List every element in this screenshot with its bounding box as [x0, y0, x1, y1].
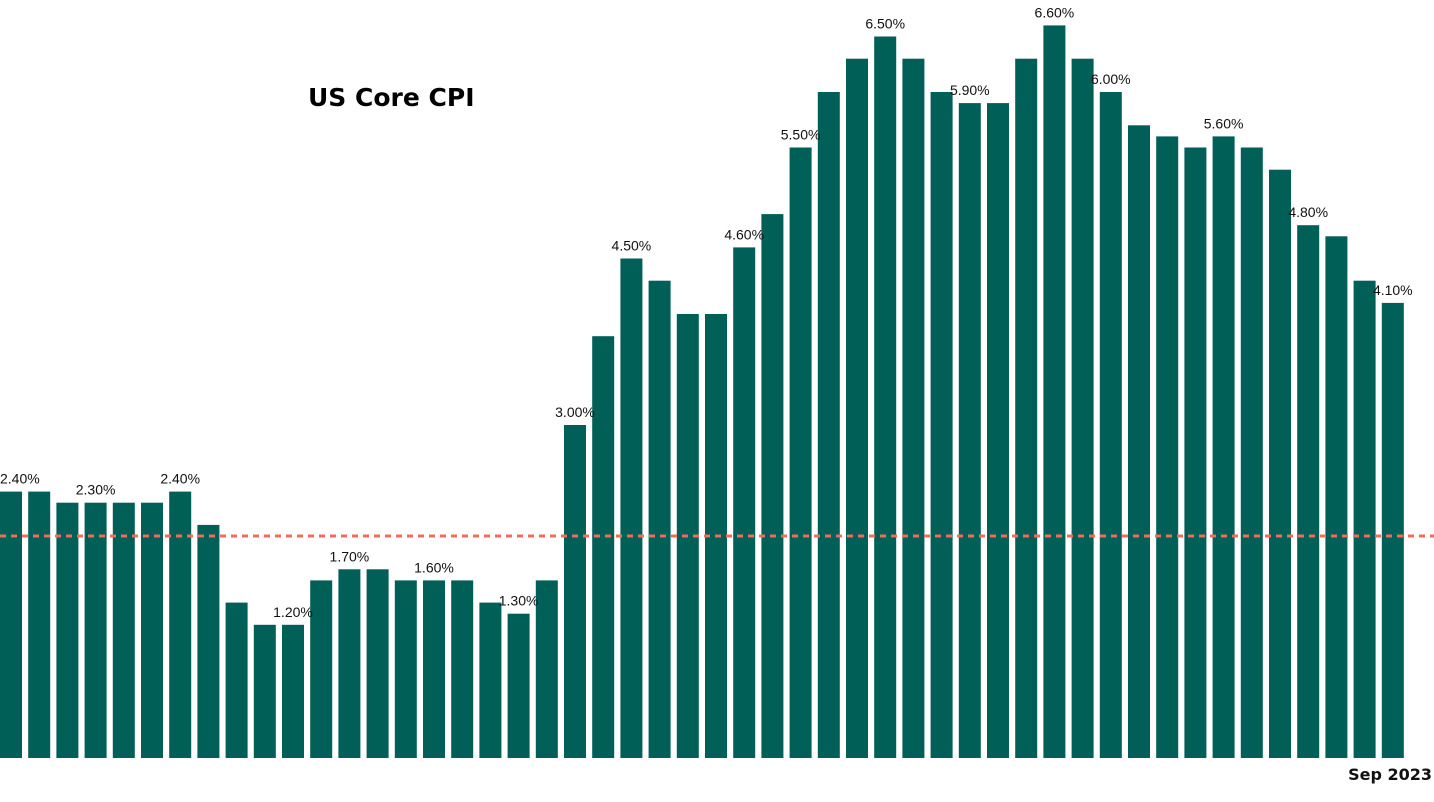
data-label-31: 6.50% — [865, 16, 905, 32]
data-label-28: 5.50% — [781, 127, 821, 143]
bar-11 — [310, 580, 333, 758]
data-label-43: 5.60% — [1204, 115, 1244, 131]
bar-48 — [1353, 280, 1376, 758]
data-label-18: 1.30% — [499, 593, 539, 609]
bar-46 — [1297, 225, 1320, 758]
data-label-20: 3.00% — [555, 404, 595, 420]
bar-10 — [282, 624, 304, 758]
bar-23 — [648, 280, 671, 758]
data-labels-group: 2.40% 2.30% 2.40% 1.20% 1.70% 1.60% 1.30% 3.00%… — [0, 4, 1413, 619]
bar-35 — [987, 103, 1009, 759]
bar-43 — [1212, 136, 1235, 758]
bar-16 — [451, 580, 474, 758]
chart-title: US Core CPI — [308, 83, 475, 112]
bar-20 — [564, 425, 586, 758]
bar-37 — [1043, 25, 1066, 758]
bar-44 — [1240, 147, 1263, 758]
data-label-6: 2.40% — [160, 471, 200, 487]
data-label-34: 5.90% — [950, 82, 990, 98]
data-label-39: 6.00% — [1091, 71, 1131, 87]
bar-2 — [56, 502, 79, 758]
bar-40 — [1128, 125, 1150, 759]
data-label-10: 1.20% — [273, 604, 313, 620]
bar-8 — [225, 602, 248, 758]
bars-group — [0, 25, 1404, 759]
data-label-37: 6.60% — [1035, 4, 1075, 20]
bar-19 — [535, 580, 558, 758]
bar-6 — [169, 491, 192, 758]
bar-39 — [1099, 92, 1122, 758]
data-label-46: 4.80% — [1288, 204, 1328, 220]
bar-41 — [1156, 136, 1179, 758]
data-label-0: 2.40% — [0, 471, 40, 487]
bar-29 — [817, 92, 840, 758]
x-tick-label-49: Sep 2023 — [1348, 765, 1432, 784]
bar-31 — [874, 36, 897, 758]
data-label-12: 1.70% — [330, 548, 370, 564]
bar-18 — [507, 613, 530, 758]
data-label-3: 2.30% — [76, 482, 116, 498]
bar-12 — [338, 569, 361, 758]
bar-42 — [1184, 147, 1207, 758]
bar-47 — [1325, 236, 1348, 759]
bar-14 — [394, 580, 417, 758]
bar-4 — [112, 502, 135, 758]
data-label-22: 4.50% — [612, 238, 652, 254]
bar-27 — [761, 214, 784, 759]
bar-49 — [1381, 302, 1404, 758]
bar-1 — [28, 491, 51, 758]
bar-3 — [84, 502, 107, 758]
bar-5 — [141, 502, 163, 758]
data-label-26: 4.60% — [724, 226, 764, 242]
bar-30 — [846, 58, 868, 758]
bar-34 — [958, 103, 981, 759]
bar-36 — [1015, 58, 1038, 758]
x-ticks-group: Sep 2023 — [1348, 765, 1432, 784]
bar-15 — [423, 580, 445, 758]
bar-32 — [902, 58, 925, 758]
bar-33 — [930, 92, 953, 758]
bar-9 — [253, 624, 276, 758]
bar-13 — [366, 569, 389, 758]
bar-22 — [620, 258, 643, 758]
data-label-49: 4.10% — [1373, 282, 1413, 298]
bar-26 — [733, 247, 756, 758]
data-label-15: 1.60% — [414, 559, 454, 575]
bar-7 — [197, 524, 220, 758]
bar-0 — [0, 491, 22, 758]
bar-17 — [479, 602, 502, 758]
bar-45 — [1269, 169, 1291, 758]
bar-28 — [789, 147, 812, 758]
bar-21 — [592, 336, 615, 758]
bar-38 — [1071, 58, 1094, 758]
